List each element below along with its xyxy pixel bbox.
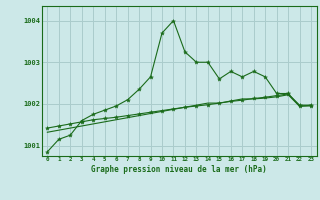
X-axis label: Graphe pression niveau de la mer (hPa): Graphe pression niveau de la mer (hPa) [91,165,267,174]
